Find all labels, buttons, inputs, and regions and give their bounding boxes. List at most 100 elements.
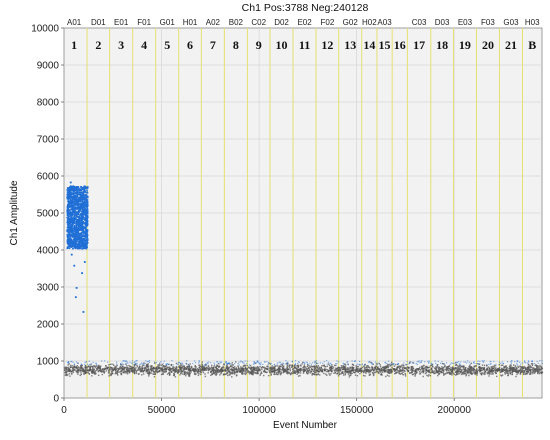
negative-droplet-point <box>367 370 370 372</box>
negative-droplet-point <box>276 373 279 376</box>
negative-droplet-point <box>476 372 479 374</box>
negative-droplet-point <box>415 369 418 371</box>
positive-outlier-point <box>73 264 76 267</box>
positive-droplet-point <box>84 218 86 221</box>
negative-droplet-point <box>278 369 281 371</box>
negative-droplet-point <box>105 370 108 372</box>
rain-droplet-point <box>449 363 451 365</box>
negative-droplet-point <box>270 373 273 375</box>
negative-droplet-point <box>535 368 537 370</box>
positive-droplet-point <box>76 246 79 248</box>
negative-droplet-point <box>229 371 232 374</box>
rain-droplet-point <box>346 361 348 363</box>
positive-droplet-point <box>77 221 79 224</box>
negative-droplet-point <box>456 367 458 369</box>
negative-droplet-point <box>491 368 493 370</box>
negative-droplet-point <box>514 369 516 371</box>
negative-droplet-point <box>469 367 471 369</box>
negative-droplet-point <box>289 368 292 370</box>
negative-droplet-point <box>188 372 190 374</box>
negative-droplet-point <box>524 372 526 374</box>
positive-droplet-point <box>80 237 83 240</box>
negative-droplet-point <box>324 366 327 368</box>
negative-droplet-point <box>193 373 196 375</box>
negative-droplet-point <box>179 374 181 376</box>
negative-droplet-point <box>378 372 380 375</box>
negative-droplet-point <box>440 367 443 370</box>
positive-droplet-point <box>86 204 89 207</box>
negative-droplet-point <box>438 369 441 372</box>
negative-droplet-point <box>222 373 225 376</box>
sample-number-label: 15 <box>379 38 391 52</box>
rain-droplet-point <box>205 364 207 366</box>
rain-droplet-point <box>125 360 127 362</box>
negative-droplet-point <box>211 372 213 375</box>
negative-droplet-point <box>400 366 402 369</box>
negative-droplet-point <box>344 374 347 376</box>
negative-droplet-point <box>388 363 390 366</box>
negative-droplet-point <box>148 370 151 373</box>
negative-droplet-point <box>331 367 333 369</box>
positive-droplet-point <box>71 244 74 246</box>
negative-droplet-point <box>454 367 456 369</box>
negative-droplet-point <box>330 367 333 370</box>
negative-droplet-point <box>224 373 226 376</box>
positive-droplet-point <box>84 212 86 214</box>
positive-droplet-point <box>70 211 72 214</box>
negative-droplet-point <box>463 368 466 371</box>
positive-droplet-point <box>69 195 72 197</box>
negative-droplet-point <box>220 371 222 373</box>
negative-droplet-point <box>112 370 114 372</box>
negative-droplet-point <box>69 375 71 377</box>
positive-droplet-point <box>67 243 70 246</box>
negative-droplet-point <box>378 368 380 371</box>
negative-droplet-point <box>207 368 210 371</box>
negative-droplet-point <box>208 367 210 370</box>
negative-droplet-point <box>108 370 110 373</box>
negative-droplet-point <box>183 364 185 367</box>
negative-droplet-point <box>312 370 315 372</box>
negative-droplet-point <box>476 370 479 373</box>
negative-droplet-point <box>154 373 156 375</box>
negative-droplet-point <box>76 369 79 371</box>
negative-droplet-point <box>437 368 440 370</box>
negative-droplet-point <box>153 371 156 373</box>
negative-droplet-point <box>390 370 393 372</box>
negative-droplet-point <box>311 372 313 375</box>
rain-droplet-point <box>483 360 485 362</box>
negative-droplet-point <box>67 370 69 372</box>
negative-droplet-point <box>445 366 447 368</box>
negative-droplet-point <box>68 369 71 371</box>
positive-droplet-point <box>73 194 76 197</box>
negative-droplet-point <box>140 369 142 372</box>
negative-droplet-point <box>295 365 297 367</box>
positive-droplet-point <box>79 191 82 194</box>
positive-droplet-point <box>82 221 85 223</box>
negative-droplet-point <box>69 369 72 372</box>
negative-droplet-point <box>198 370 200 373</box>
negative-droplet-point <box>286 366 288 368</box>
negative-droplet-point <box>334 370 336 372</box>
negative-droplet-point <box>363 366 366 368</box>
negative-droplet-point <box>362 374 365 377</box>
negative-droplet-point <box>244 367 247 369</box>
negative-droplet-point <box>252 368 254 371</box>
positive-droplet-point <box>78 191 81 194</box>
rain-droplet-point <box>135 362 137 365</box>
negative-droplet-point <box>420 371 422 373</box>
negative-droplet-point <box>462 373 464 375</box>
negative-droplet-point <box>264 367 267 369</box>
negative-droplet-point <box>426 367 428 369</box>
negative-droplet-point <box>95 369 97 372</box>
negative-droplet-point <box>275 373 278 375</box>
negative-droplet-point <box>400 370 402 372</box>
negative-droplet-point <box>210 371 212 373</box>
negative-droplet-point <box>517 369 520 372</box>
negative-droplet-point <box>487 370 489 373</box>
rain-droplet-point <box>130 362 133 364</box>
positive-droplet-point <box>82 212 85 215</box>
rain-droplet-point <box>325 360 328 362</box>
negative-droplet-point <box>504 373 506 375</box>
rain-droplet-point <box>142 362 144 364</box>
positive-droplet-point <box>66 226 69 229</box>
